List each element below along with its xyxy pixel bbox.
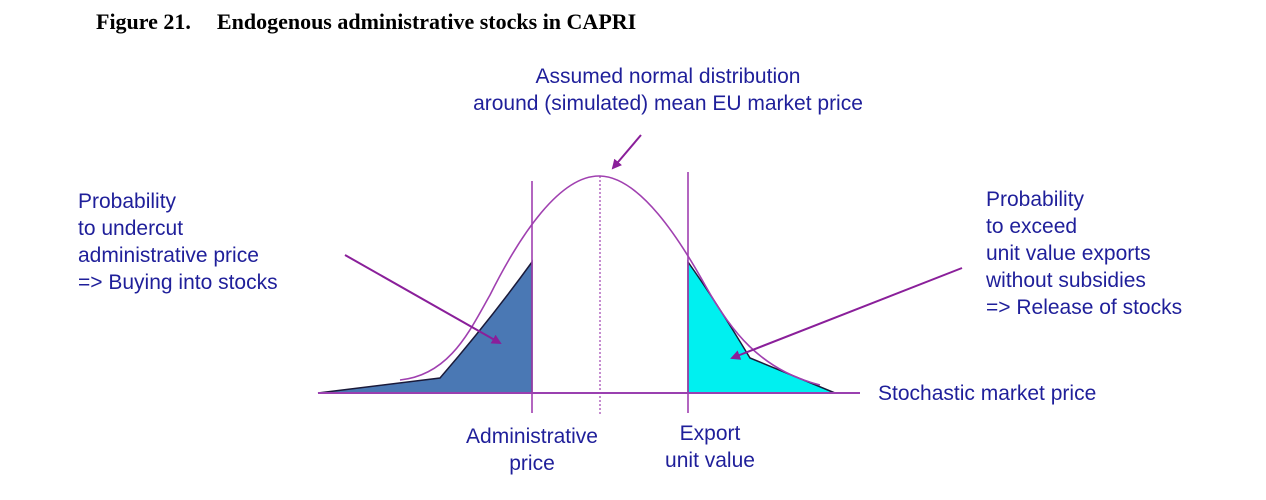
exceed-annotation-line: without subsidies (986, 269, 1146, 292)
undercut-annotation-line: => Buying into stocks (78, 271, 278, 294)
exceed-annotation-line: => Release of stocks (986, 296, 1183, 319)
exceed-annotation-line: Probability (986, 188, 1085, 211)
right-tail-area (687, 259, 836, 394)
distribution-annotation-line: around (simulated) mean EU market price (473, 92, 863, 115)
distribution-annotation: Assumed normal distribution around (simu… (418, 63, 918, 117)
figure-number: Figure 21. (96, 9, 191, 34)
undercut-annotation-line: to undercut (78, 217, 184, 240)
undercut-annotation-line: Probability (78, 190, 177, 213)
distribution-annotation-line: Assumed normal distribution (535, 65, 801, 88)
export-unit-value-label-line: Export (679, 422, 741, 445)
export-unit-value-label-line: unit value (665, 449, 755, 472)
figure-title: Endogenous administrative stocks in CAPR… (216, 9, 637, 34)
undercut-annotation-line: administrative price (78, 244, 259, 267)
left-tail-arrow (344, 254, 502, 344)
export-unit-value-label: Export unit value (630, 420, 790, 474)
figure-caption: Figure 21. Endogenous administrative stoc… (96, 9, 636, 35)
administrative-price-label-line: Administrative (466, 425, 598, 448)
mean-arrow (611, 134, 642, 170)
axis-label: Stochastic market price (878, 382, 1097, 405)
exceed-annotation: Probability to exceed unit value exports… (986, 186, 1182, 321)
right-tail-arrow (730, 267, 963, 360)
administrative-price-label-line: price (509, 452, 555, 475)
administrative-price-label: Administrative price (432, 423, 632, 477)
exceed-annotation-line: to exceed (986, 215, 1078, 238)
undercut-annotation: Probability to undercut administrative p… (78, 188, 278, 296)
exceed-annotation-line: unit value exports (986, 242, 1151, 265)
